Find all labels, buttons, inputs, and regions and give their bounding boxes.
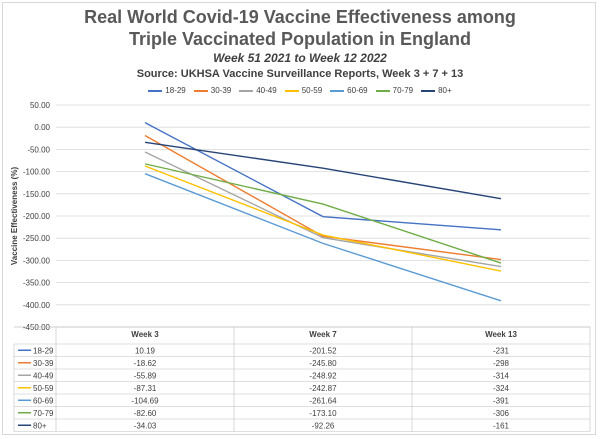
y-tick-label: -300.00 (23, 256, 51, 265)
y-tick-label: -150.00 (23, 190, 51, 199)
table-cell-value: -18.62 (134, 359, 157, 368)
legend-item: 80+ (421, 86, 452, 95)
chart-source: Source: UKHSA Vaccine Surveillance Repor… (136, 68, 464, 80)
legend-label: 50-59 (301, 86, 323, 95)
legend-swatch (239, 89, 254, 92)
legend-item: 40-49 (239, 86, 277, 95)
table-cell-value: -104.69 (131, 396, 159, 405)
legend-label: 40-49 (256, 86, 277, 95)
legend-label: 30-39 (210, 86, 232, 95)
legend-item: 18-29 (148, 86, 186, 95)
legend-item: 60-69 (330, 86, 368, 95)
table-cell-value: -55.89 (134, 371, 157, 380)
y-tick-label: -400.00 (23, 301, 51, 310)
table-cell-value: 10.19 (135, 346, 156, 355)
y-tick-label: 0.00 (34, 123, 50, 132)
legend-label: 18-29 (165, 86, 186, 95)
legend-swatch (375, 89, 390, 92)
y-tick-label: -250.00 (23, 234, 51, 243)
table-cell-value: -161 (493, 421, 510, 430)
table-row-label: 80+ (33, 421, 47, 430)
table-cell-value: -314 (493, 371, 510, 380)
chart-frame (2, 2, 596, 435)
y-axis-label: Vaccine Effectiveness (%) (10, 167, 19, 266)
series-line (144, 165, 502, 272)
legend-label: 70-79 (392, 86, 414, 95)
chart-title-line1: Real World Covid-19 Vaccine Effectivenes… (84, 7, 516, 27)
legend-swatch (148, 89, 163, 92)
series-line (144, 173, 502, 302)
x-category-label: Week 13 (485, 330, 517, 339)
table-row-label: 40-49 (33, 371, 54, 380)
table-row-label: 60-69 (33, 396, 54, 405)
series-line (144, 122, 502, 231)
series-line (144, 151, 502, 268)
table-cell-value: -298 (493, 359, 510, 368)
chart-subtitle: Week 51 2021 to Week 12 2022 (213, 51, 387, 65)
series-line (144, 134, 502, 261)
series-line (144, 141, 502, 200)
legend-swatch (193, 89, 208, 92)
series-line (144, 163, 502, 264)
legend-swatch (330, 89, 345, 92)
x-category-label: Week 7 (309, 330, 337, 339)
table-cell-value: -201.52 (309, 346, 337, 355)
legend-swatch (284, 89, 299, 92)
table-cell-value: -261.64 (309, 396, 337, 405)
table-cell-value: -92.26 (312, 421, 335, 430)
y-tick-label: -200.00 (23, 212, 51, 221)
y-tick-label: -450.00 (23, 323, 51, 332)
table-cell-value: -82.60 (134, 409, 157, 418)
table-cell-value: -324 (493, 384, 510, 393)
y-tick-label: -350.00 (23, 279, 51, 288)
y-tick-label: 50.00 (30, 101, 51, 110)
table-cell-value: -87.31 (134, 384, 157, 393)
y-tick-label: -100.00 (23, 168, 51, 177)
table-cell-value: -245.80 (309, 359, 337, 368)
table-cell-value: -242.87 (309, 384, 337, 393)
x-category-label: Week 3 (131, 330, 159, 339)
legend-label: 80+ (438, 86, 452, 95)
table-row-label: 50-59 (33, 384, 54, 393)
legend-item: 70-79 (375, 86, 414, 95)
chart-title-line2: Triple Vaccinated Population in England (128, 29, 472, 49)
table-cell-value: -391 (493, 396, 510, 405)
chart-legend: 18-29 30-39 40-49 50-59 60-69 70-79 80+ (0, 86, 600, 95)
table-cell-value: -34.03 (134, 421, 157, 430)
table-cell-value: -248.92 (309, 371, 337, 380)
table-cell-value: -231 (493, 346, 510, 355)
table-row-label: 18-29 (33, 346, 54, 355)
legend-item: 50-59 (284, 86, 323, 95)
legend-label: 60-69 (347, 86, 368, 95)
y-tick-label: -50.00 (27, 145, 50, 154)
legend-item: 30-39 (193, 86, 232, 95)
table-row-label: 70-79 (33, 409, 54, 418)
table-row-label: 30-39 (33, 359, 54, 368)
table-cell-value: -173.10 (309, 409, 337, 418)
table-cell-value: -306 (493, 409, 510, 418)
legend-swatch (421, 89, 436, 92)
